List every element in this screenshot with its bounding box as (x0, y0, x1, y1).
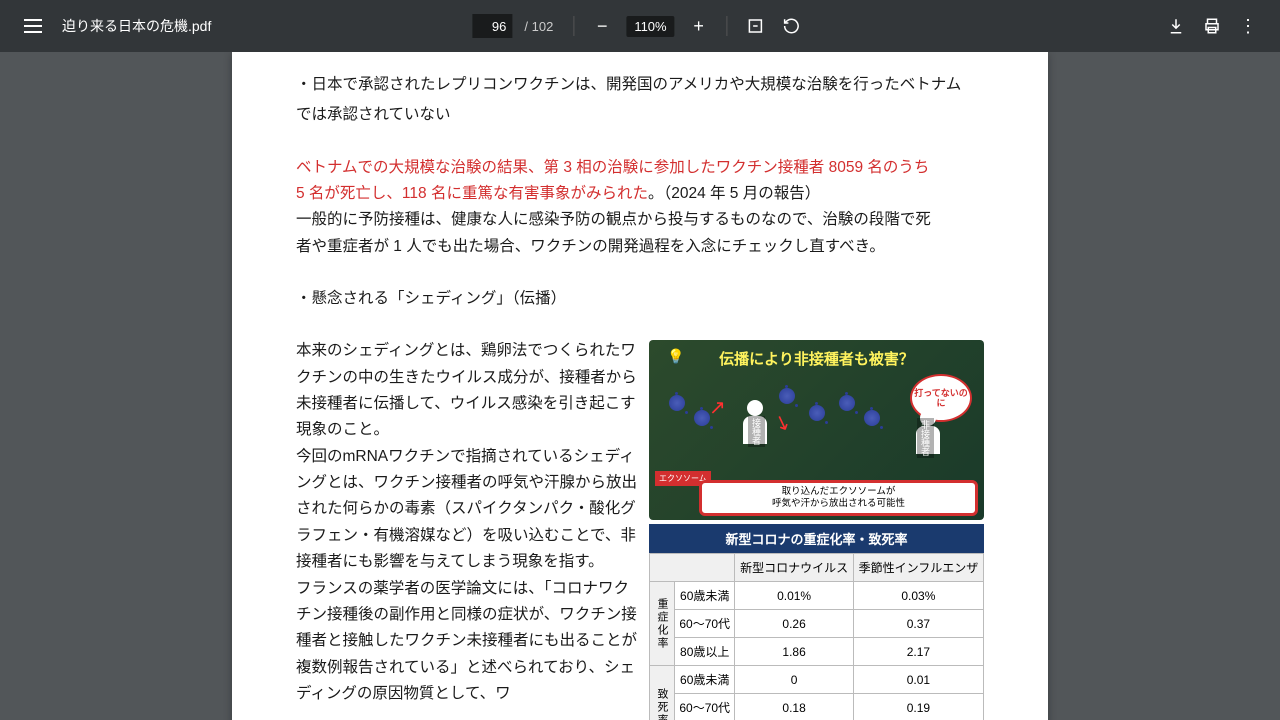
toolbar-right: ⋮ (1160, 10, 1264, 42)
row-group-1: 重症化率 (650, 582, 675, 666)
pdf-toolbar: 迫り来る日本の危機.pdf / 102 − 110% + ⋮ (0, 0, 1280, 52)
col-header-1: 新型コロナウイルス (735, 554, 853, 582)
virus-icon (779, 388, 795, 404)
divider (573, 16, 574, 36)
figure-right: 💡 伝播により非接種者も被害？ 打ってないのに 接種者 非接種者 ↗ ↘ エクソ… (649, 340, 984, 720)
red-paragraph: ベトナムでの大規模な治験の結果、第 3 相の治験に参加したワクチン接種者 805… (296, 155, 984, 208)
bullet-1-line1: ・日本で承認されたレプリコンワクチンは、開発国のアメリカや大規模な治験を行ったベ… (296, 72, 984, 98)
red-text-l2: 5 名が死亡し、118 名に重篤な有害事象がみられた (296, 185, 648, 202)
zoom-out-button[interactable]: − (586, 10, 618, 42)
shedding-illustration: 💡 伝播により非接種者も被害？ 打ってないのに 接種者 非接種者 ↗ ↘ エクソ… (649, 340, 984, 520)
pdf-viewer[interactable]: ・日本で承認されたレプリコンワクチンは、開発国のアメリカや大規模な治験を行ったベ… (0, 52, 1280, 720)
virus-icon (809, 405, 825, 421)
page-total: / 102 (516, 19, 561, 34)
virus-icon (669, 395, 685, 411)
para1-l2: 者や重症者が 1 人でも出た場合、ワクチンの開発過程を入念にチェックし直すべき。 (296, 234, 984, 260)
hamburger-menu-icon[interactable] (16, 11, 50, 41)
more-menu-icon[interactable]: ⋮ (1232, 10, 1264, 42)
table-row: 致死率60歳未満00.01 (650, 666, 984, 694)
table-title: 新型コロナの重症化率・致死率 (649, 524, 984, 553)
table-row: 80歳以上1.862.17 (650, 638, 984, 666)
zoom-level[interactable]: 110% (626, 16, 674, 37)
arrow-icon: ↘ (770, 408, 794, 437)
virus-icon (864, 410, 880, 426)
zoom-in-button[interactable]: + (683, 10, 715, 42)
exosome-banner: 取り込んだエクソソームが 呼気や汗から放出される可能性 (699, 480, 978, 517)
illustration-title: 伝播により非接種者も被害？ (649, 348, 984, 369)
arrow-icon: ↗ (709, 395, 726, 420)
table-row: 重症化率60歳未満0.01%0.03% (650, 582, 984, 610)
fit-page-icon[interactable] (740, 10, 772, 42)
bullet-1-line2: では承認されていない (296, 102, 984, 128)
row-group-2: 致死率 (650, 666, 675, 720)
red-after: 。（2024 年 5 月の報告） (648, 185, 820, 202)
download-icon[interactable] (1160, 10, 1192, 42)
page-number-input[interactable] (472, 14, 512, 38)
virus-icon (839, 395, 855, 411)
virus-icon (694, 410, 710, 426)
divider (727, 16, 728, 36)
para1-l1: 一般的に予防接種は、健康な人に感染予防の観点から投与するものなので、治験の段階で… (296, 207, 984, 233)
severity-table: 新型コロナウイルス 季節性インフルエンザ 重症化率60歳未満0.01%0.03%… (649, 553, 984, 720)
table-header-row: 新型コロナウイルス 季節性インフルエンザ (650, 554, 984, 582)
rotate-icon[interactable] (776, 10, 808, 42)
col-header-2: 季節性インフルエンザ (853, 554, 983, 582)
person2-label: 非接種者 (917, 418, 934, 458)
red-text-l1: ベトナムでの大規模な治験の結果、第 3 相の治験に参加したワクチン接種者 805… (296, 159, 929, 176)
table-row: 60～70代0.180.19 (650, 694, 984, 720)
table-row: 60～70代0.260.37 (650, 610, 984, 638)
print-icon[interactable] (1196, 10, 1228, 42)
bullet-2: ・懸念される「シェディング」（伝播） (296, 286, 984, 312)
pdf-page: ・日本で承認されたレプリコンワクチンは、開発国のアメリカや大規模な治験を行ったベ… (232, 52, 1048, 720)
toolbar-center: / 102 − 110% + (472, 10, 807, 42)
person1-label: 接種者 (748, 416, 765, 447)
document-filename: 迫り来る日本の危機.pdf (62, 16, 211, 36)
